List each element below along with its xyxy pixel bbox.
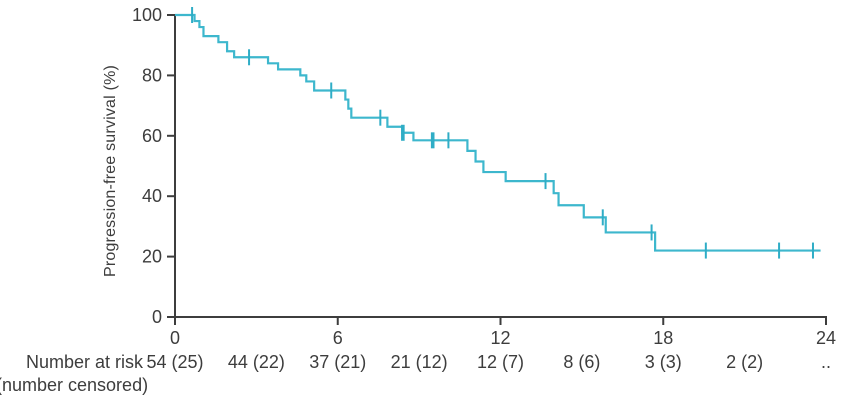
y-tick-label: 80	[142, 65, 162, 85]
risk-value: 2 (2)	[726, 352, 764, 372]
risk-table-label-line1: Number at risk	[25, 352, 143, 372]
risk-value: 54 (25)	[146, 352, 204, 372]
risk-value: 8 (6)	[563, 352, 601, 372]
risk-value: ..	[820, 352, 832, 372]
y-tick-label: 20	[142, 247, 162, 267]
y-tick-label: 0	[152, 307, 162, 327]
y-tick-label: 100	[132, 5, 162, 25]
risk-value: 44 (22)	[227, 352, 285, 372]
y-axis-title: Progression-free survival (%)	[102, 64, 119, 278]
x-tick-label: 18	[653, 328, 673, 348]
risk-value: 21 (12)	[390, 352, 448, 372]
risk-value: 3 (3)	[644, 352, 682, 372]
y-tick-label: 40	[142, 186, 162, 206]
x-tick-label: 12	[490, 328, 510, 348]
x-tick-label: 24	[816, 328, 836, 348]
risk-value: 12 (7)	[476, 352, 525, 372]
x-tick-label: 6	[333, 328, 343, 348]
risk-value: 37 (21)	[309, 352, 367, 372]
x-tick-label: 0	[170, 328, 180, 348]
km-curve	[175, 13, 821, 252]
risk-table-label-line2: (number censored)	[0, 375, 149, 395]
y-tick-label: 60	[142, 126, 162, 146]
